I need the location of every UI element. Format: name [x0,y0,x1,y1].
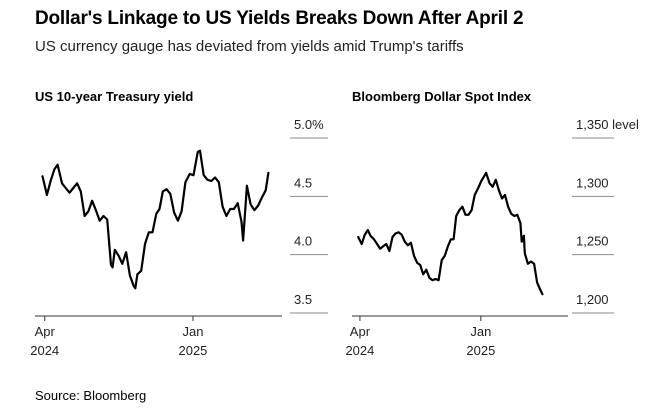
y-tick-label: 1,350 level [576,117,639,132]
x-tick-year: 2024 [30,343,59,358]
y-tick-label: 1,300 [576,175,609,190]
x-tick-year: 2025 [466,343,495,358]
series-line [41,149,270,290]
series [41,149,270,290]
x-axis: Apr 2024 Jan 2025 [30,315,282,358]
x-tick-month: Jan [182,324,203,339]
y-tick-label: 1,250 [576,234,609,249]
y-tick-label: 4.5 [294,175,312,190]
x-tick-month: Apr [350,324,371,339]
x-tick-year: 2024 [345,343,374,358]
x-tick-year: 2025 [178,343,207,358]
y-axis: 3.5 4.0 4.5 5.0% [290,117,328,314]
chart-title: Dollar's Linkage to US Yields Breaks Dow… [35,8,524,29]
y-axis: 1,200 1,250 1,300 1,350 level [572,117,639,314]
chart-subtitle: US currency gauge has deviated from yiel… [35,38,464,55]
panel-dollar-index: Bloomberg Dollar Spot Index 1,2001,2501,… [345,89,639,358]
panel-title: US 10-year Treasury yield [35,89,193,104]
y-tick-label: 5.0% [294,117,324,132]
panel-title: Bloomberg Dollar Spot Index [352,89,532,104]
x-axis: Apr 2024 Jan 2025 [345,315,568,358]
x-tick-month: Apr [35,324,56,339]
series-line [357,171,544,296]
series [357,171,544,296]
source-note: Source: Bloomberg [35,388,147,403]
x-tick-month: Jan [470,324,491,339]
y-tick-label: 3.5 [294,292,312,307]
panel-treasury-yield: US 10-year Treasury yield 3.54.04.55.0% … [30,89,328,358]
y-tick-label: 4.0 [294,234,312,249]
y-tick-label: 1,200 [576,292,609,307]
